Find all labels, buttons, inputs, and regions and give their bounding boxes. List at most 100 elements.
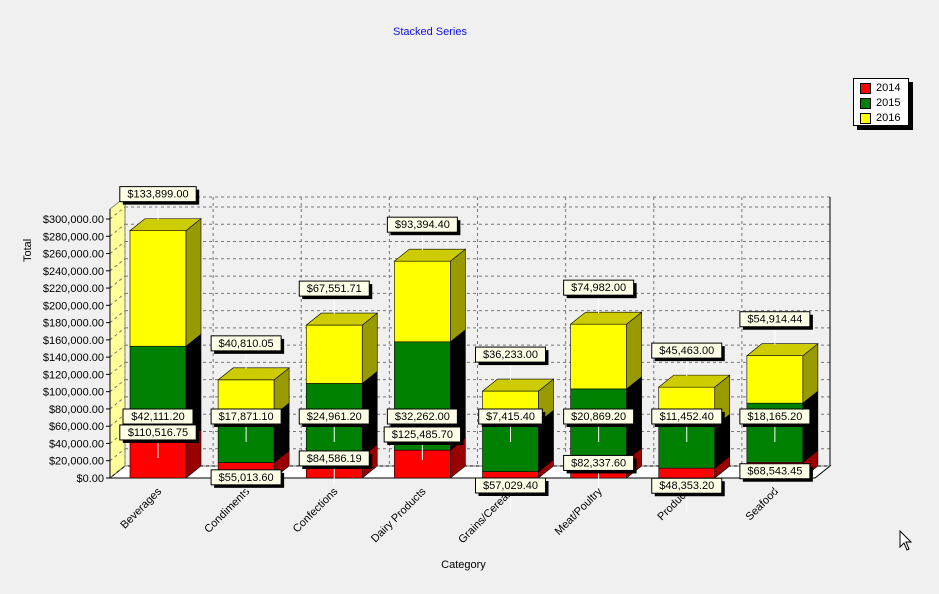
data-label: $17,871.10 bbox=[210, 408, 285, 442]
data-label: $48,353.20 bbox=[651, 477, 725, 512]
data-label-box bbox=[478, 408, 543, 425]
bar-top-2016 bbox=[393, 248, 467, 262]
data-label: $36,233.00 bbox=[475, 346, 549, 381]
data-label-text: $84,586.19 bbox=[307, 453, 362, 465]
data-label: $82,337.60 bbox=[563, 454, 637, 489]
data-label-box bbox=[122, 408, 194, 425]
data-label-box bbox=[386, 216, 458, 233]
bar-top-2016 bbox=[746, 343, 819, 357]
y-tick-label: $220,000.00 bbox=[43, 283, 104, 295]
bar-segment-2014 bbox=[482, 471, 539, 479]
bar-segment-2016 bbox=[394, 260, 451, 343]
data-label-box bbox=[475, 477, 546, 494]
data-label-text: $18,165.20 bbox=[747, 411, 802, 423]
x-tick-label: Condiments bbox=[202, 485, 252, 535]
data-label-box bbox=[119, 424, 197, 441]
data-label-text: $67,551.71 bbox=[307, 283, 362, 295]
bar-side-2016 bbox=[626, 311, 642, 390]
data-label-box bbox=[298, 408, 370, 425]
data-label: $40,810.05 bbox=[210, 335, 285, 369]
legend-swatch-2014 bbox=[860, 82, 871, 94]
data-label-text: $11,452.40 bbox=[660, 411, 714, 423]
bar-top-2016 bbox=[129, 218, 202, 231]
data-label: $7,415.40 bbox=[478, 408, 546, 442]
data-label-text: $125,485.70 bbox=[392, 429, 453, 441]
data-label-box bbox=[210, 335, 282, 352]
data-label-box bbox=[739, 311, 811, 328]
y-tick-label: $80,000.00 bbox=[49, 404, 104, 416]
data-label-box bbox=[475, 346, 546, 363]
mouse-cursor-icon bbox=[899, 530, 913, 551]
data-label-box bbox=[210, 408, 282, 425]
y-tick-label: $180,000.00 bbox=[43, 318, 104, 330]
data-label-box bbox=[119, 186, 197, 203]
chart-title: Stacked Series bbox=[393, 26, 467, 38]
bar-stack bbox=[481, 378, 555, 479]
data-label-text: $45,463.00 bbox=[659, 345, 714, 357]
data-label-text: $54,914.44 bbox=[747, 314, 802, 326]
bar-top-2016 bbox=[305, 312, 379, 326]
data-label: $57,029.40 bbox=[475, 477, 549, 511]
data-label: $42,111.20 bbox=[122, 408, 196, 442]
y-tick-label: $200,000.00 bbox=[43, 300, 104, 312]
bar-stack bbox=[569, 311, 643, 479]
data-label-text: $24,961.20 bbox=[307, 411, 362, 423]
data-label-text: $32,262.00 bbox=[395, 411, 450, 423]
bar-top-2016 bbox=[217, 367, 290, 381]
y-tick-label: $60,000.00 bbox=[49, 421, 104, 433]
y-tick-label: $240,000.00 bbox=[43, 266, 104, 278]
data-label-text: $68,543.45 bbox=[747, 466, 802, 478]
bar-top-2016 bbox=[569, 311, 643, 325]
data-label-text: $110,516.75 bbox=[128, 427, 188, 439]
data-label-text: $17,871.10 bbox=[219, 411, 274, 423]
data-label-box bbox=[386, 408, 458, 425]
x-tick-label: Beverages bbox=[118, 485, 164, 531]
y-tick-label: $0.00 bbox=[76, 473, 104, 485]
y-tick-label: $20,000.00 bbox=[49, 456, 104, 468]
data-label: $20,869.20 bbox=[563, 408, 637, 442]
data-label: $54,914.44 bbox=[739, 311, 813, 345]
data-label: $84,586.19 bbox=[298, 450, 373, 484]
bar-segment-2016 bbox=[746, 355, 804, 404]
data-label-box bbox=[298, 280, 370, 297]
y-tick-label: $160,000.00 bbox=[43, 335, 104, 347]
data-label-text: $7,415.40 bbox=[486, 411, 535, 423]
data-label: $45,463.00 bbox=[651, 342, 725, 377]
data-label: $110,516.75 bbox=[119, 424, 200, 458]
x-tick-label: Confections bbox=[291, 485, 341, 535]
bar-segment-2016 bbox=[305, 324, 363, 384]
y-tick-label: $140,000.00 bbox=[43, 352, 104, 364]
y-tick-label: $100,000.00 bbox=[43, 387, 104, 399]
data-label-box bbox=[651, 477, 723, 494]
data-label-text: $74,982.00 bbox=[571, 282, 626, 294]
data-label-text: $93,394.40 bbox=[395, 219, 450, 231]
data-label-box bbox=[563, 454, 635, 471]
data-label-text: $48,353.20 bbox=[659, 480, 714, 492]
data-label-box bbox=[563, 408, 635, 425]
data-label-text: $82,337.60 bbox=[571, 457, 626, 469]
bar-side-2016 bbox=[450, 248, 466, 343]
data-label-text: $133,899.00 bbox=[127, 189, 188, 201]
data-label-box bbox=[210, 469, 282, 486]
legend-item: 2016 bbox=[860, 111, 908, 125]
data-label-text: $42,111.20 bbox=[131, 411, 184, 423]
y-tick-label: $280,000.00 bbox=[43, 231, 104, 243]
data-label: $32,262.00 bbox=[386, 408, 461, 442]
data-label-text: $55,013.60 bbox=[219, 472, 274, 484]
data-label: $68,543.45 bbox=[739, 463, 813, 497]
bar-top-2016 bbox=[481, 378, 555, 392]
x-tick-label: Dairy Products bbox=[369, 485, 429, 545]
data-label: $67,551.71 bbox=[298, 280, 373, 315]
data-label-box bbox=[563, 279, 635, 296]
legend-label: 2015 bbox=[876, 97, 901, 109]
data-label-box bbox=[739, 408, 811, 425]
bar-segment-2014 bbox=[658, 467, 716, 479]
data-label: $133,899.00 bbox=[119, 186, 200, 220]
y-tick-label: $260,000.00 bbox=[43, 249, 104, 261]
data-label: $55,013.60 bbox=[210, 469, 285, 503]
data-label-box bbox=[651, 408, 723, 425]
data-label: $74,982.00 bbox=[563, 279, 637, 314]
data-label: $125,485.70 bbox=[383, 426, 464, 460]
